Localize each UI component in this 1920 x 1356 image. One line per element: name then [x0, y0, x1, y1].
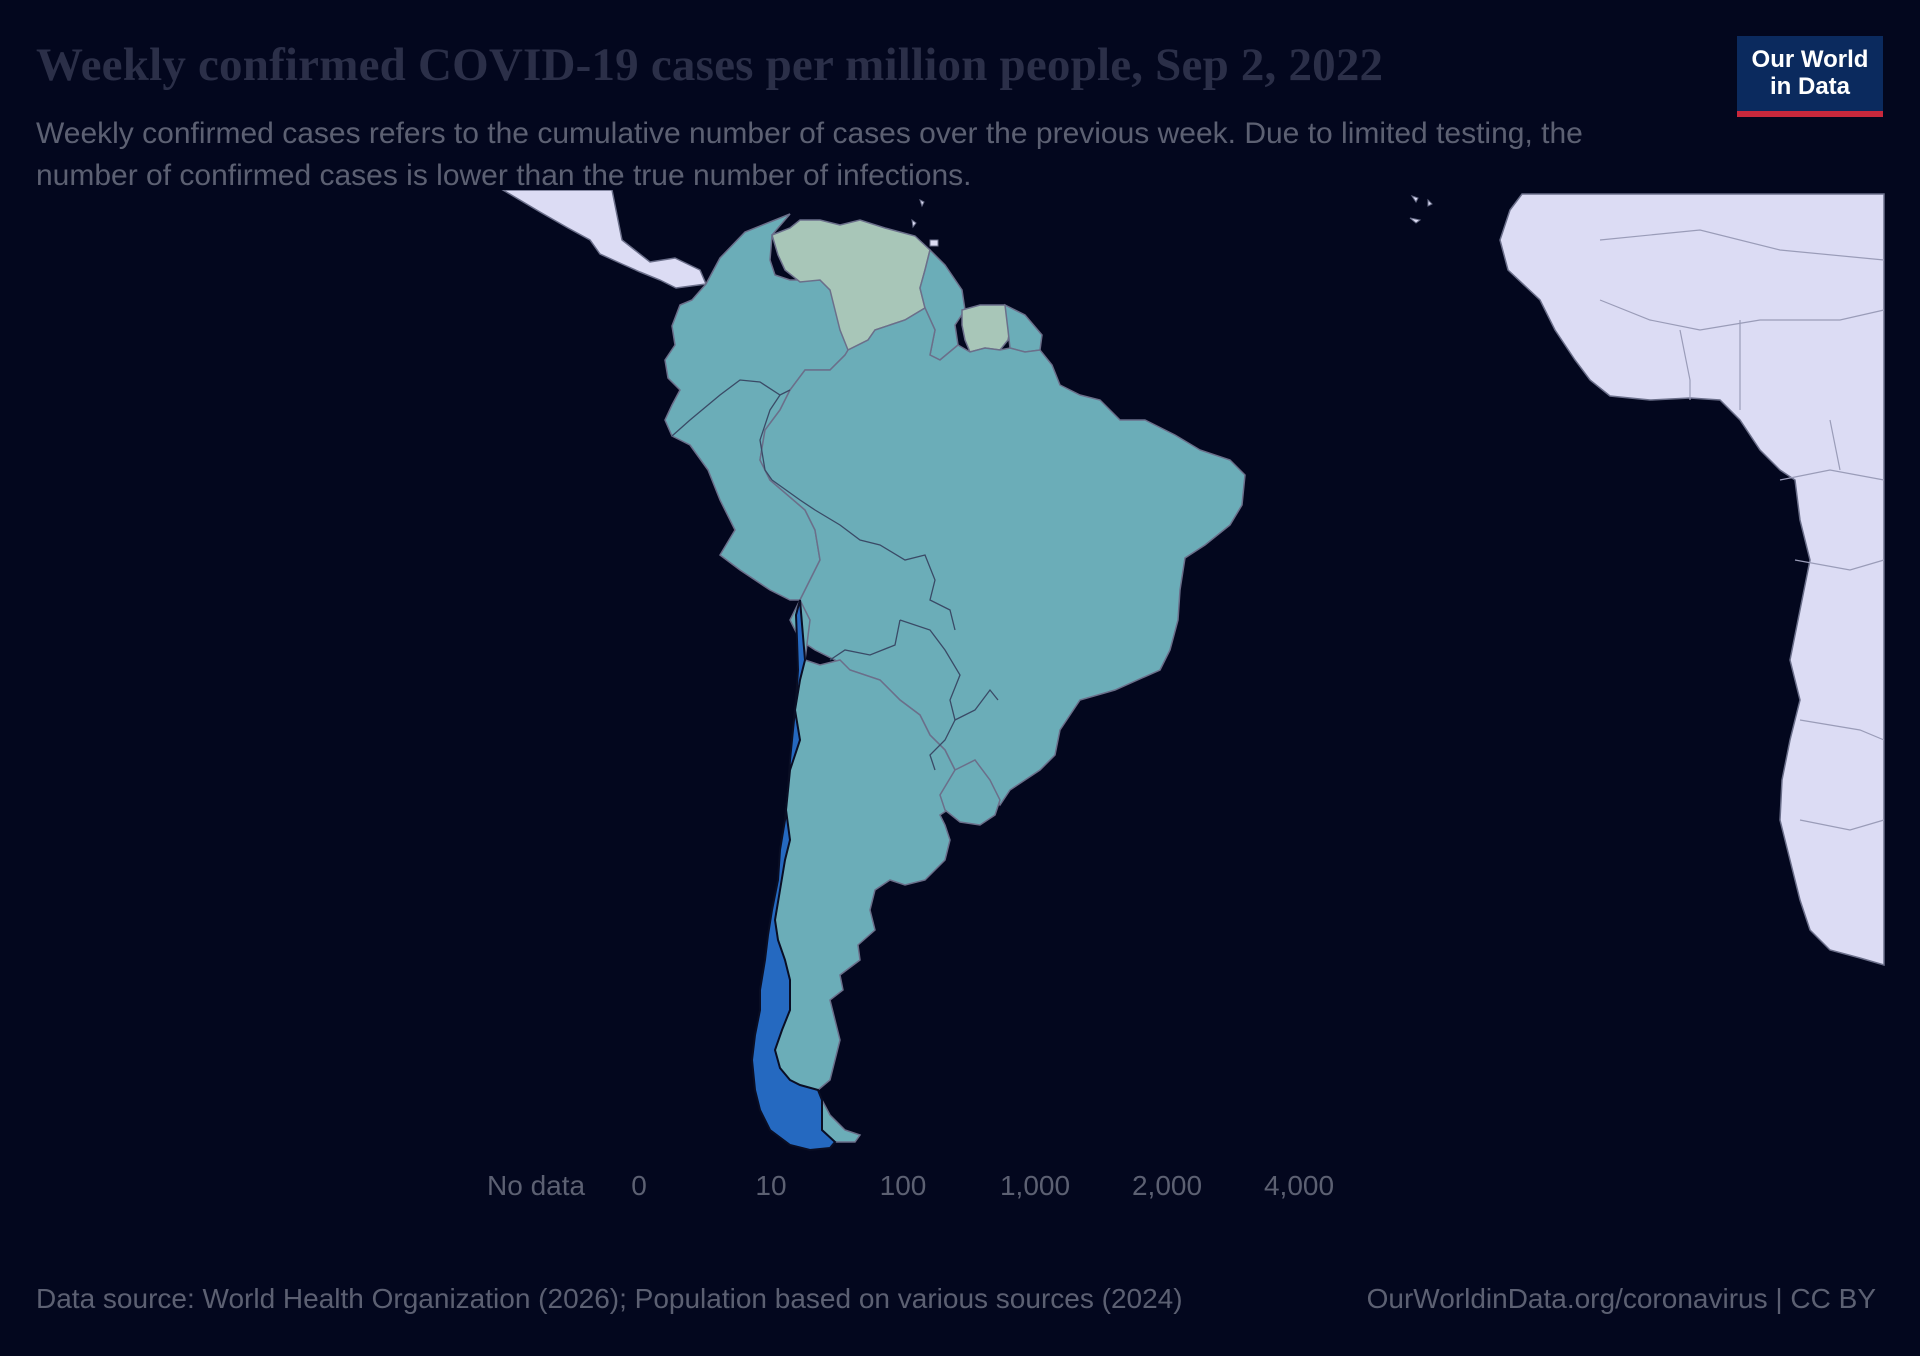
data-source-note: Data source: World Health Organization (… — [36, 1283, 1183, 1314]
region-french-guiana[interactable] — [1004, 303, 1043, 353]
region-suriname[interactable] — [961, 304, 1013, 353]
source-url-link[interactable]: OurWorldinData.org/coronavirus | CC BY — [1366, 1283, 1876, 1314]
logo-line-1: Our World — [1751, 46, 1869, 73]
chart-subtitle: Weekly confirmed cases refers to the cum… — [36, 117, 1583, 192]
map-canvas — [501, 190, 1885, 1152]
south-america-borders — [671, 379, 999, 771]
region-africa[interactable] — [1499, 193, 1885, 966]
region-caribbean-islands[interactable] — [903, 195, 1433, 247]
region-chile[interactable] — [750, 599, 837, 1152]
chart-title: Weekly confirmed COVID-19 cases per mill… — [36, 39, 1384, 91]
logo-line-2: in Data — [1769, 73, 1850, 100]
region-uruguay[interactable] — [939, 759, 1001, 826]
africa-borders — [1599, 229, 1885, 831]
owid-logo[interactable]: Our World in Data — [1737, 36, 1883, 117]
region-central-america[interactable] — [501, 190, 708, 289]
